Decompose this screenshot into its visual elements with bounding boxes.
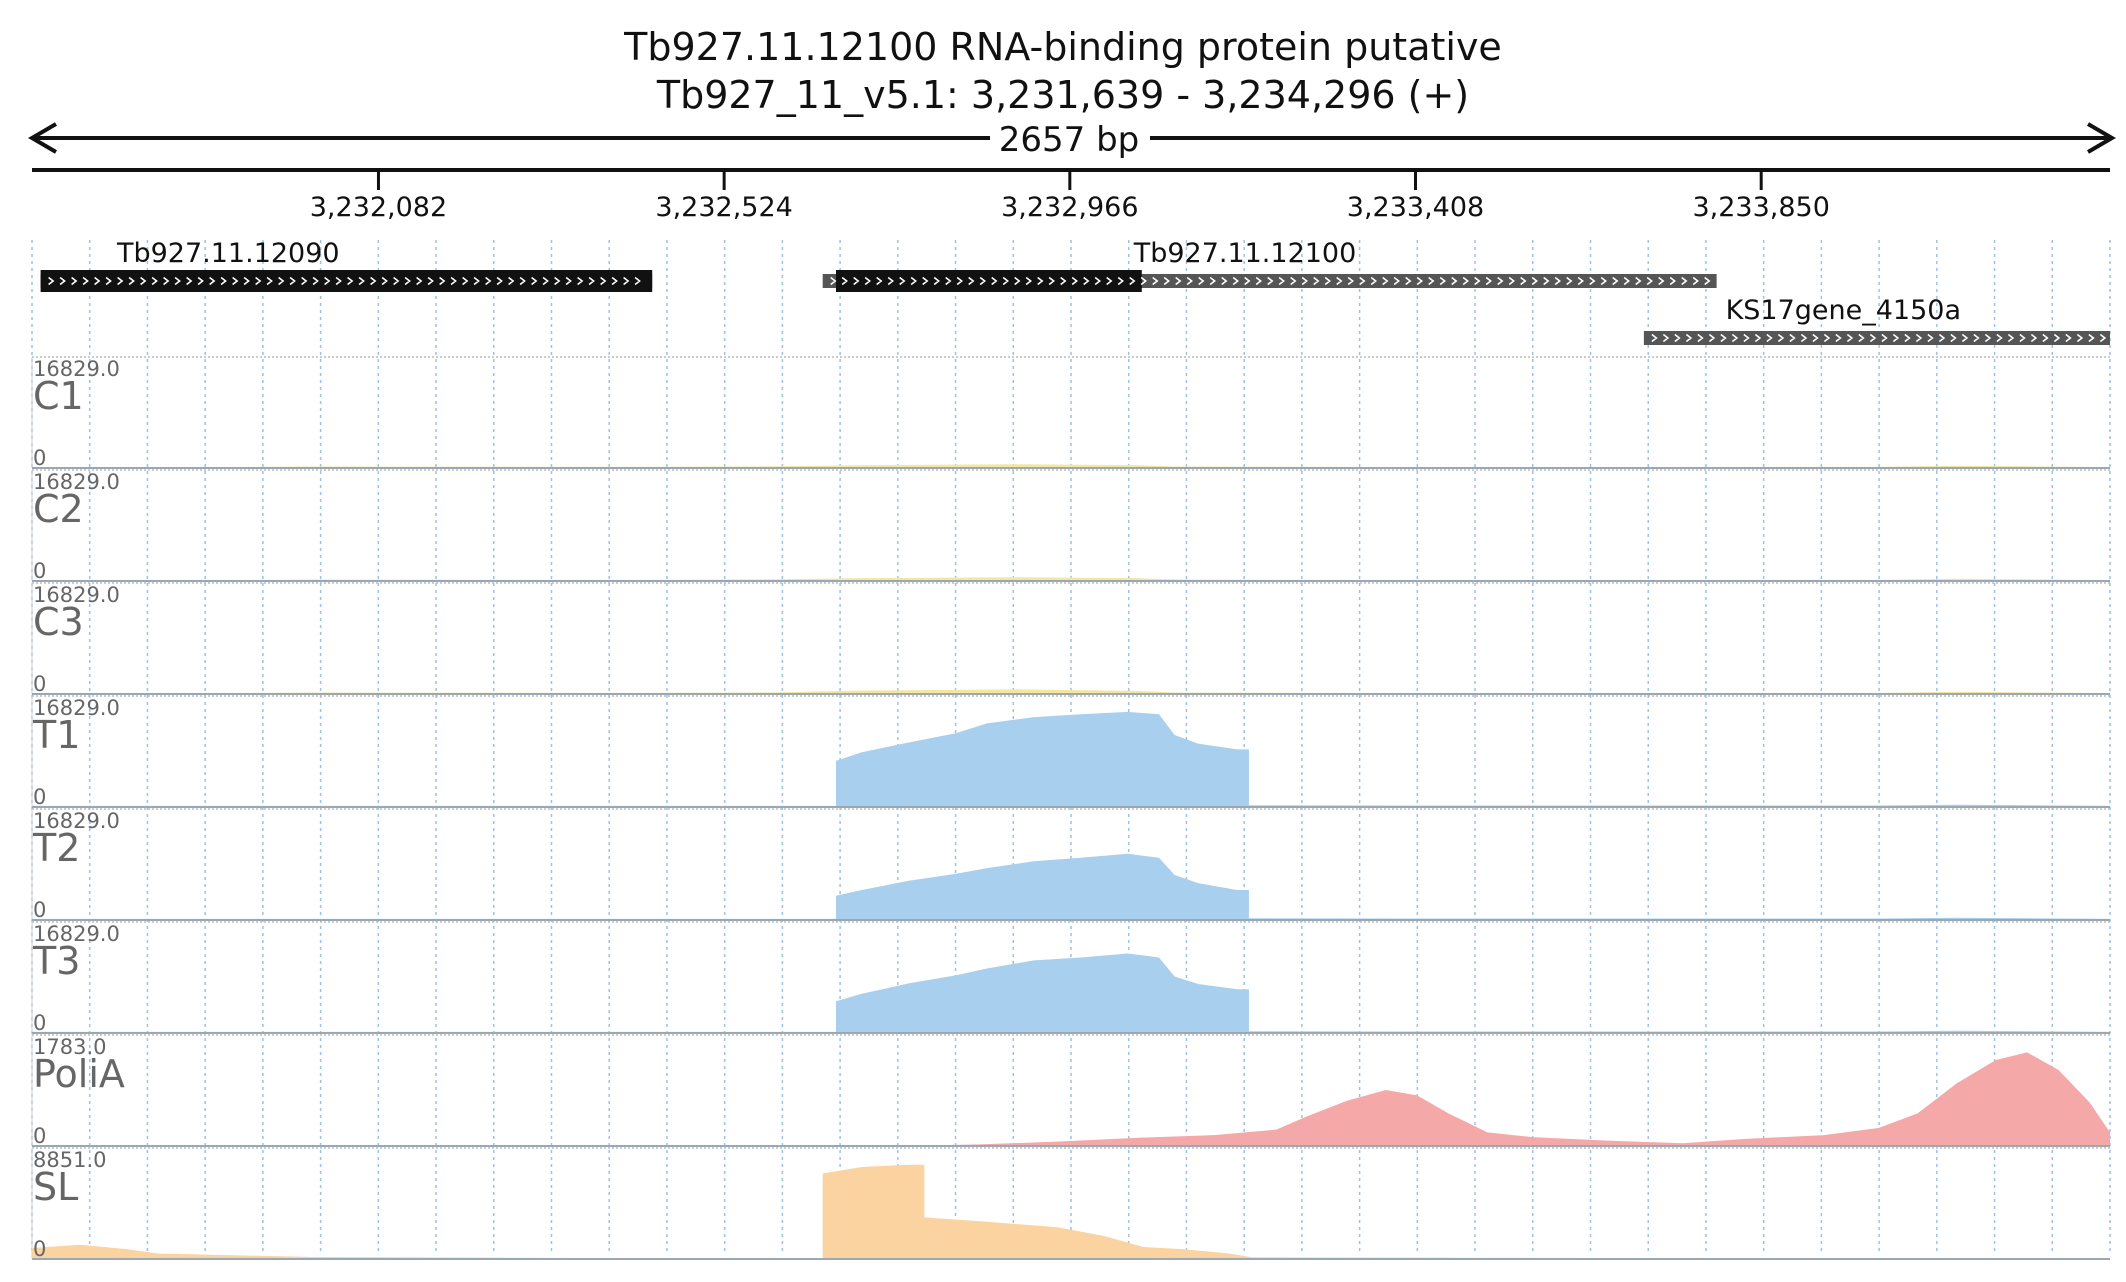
gene-cds-bar	[40, 270, 653, 292]
coverage-area	[32, 953, 2110, 1033]
span-arrow	[28, 122, 2116, 154]
coverage-area	[32, 1164, 2110, 1259]
track-name: T2	[32, 826, 80, 870]
gene-label: Tb927.11.12100	[1133, 238, 1357, 269]
track-max-label: 16829.0	[33, 470, 120, 494]
track-name: C3	[33, 600, 84, 644]
track-zero-label: 0	[33, 559, 46, 583]
track-name: SL	[33, 1165, 78, 1209]
track-max-label: 16829.0	[33, 696, 120, 720]
track-zero-label: 0	[33, 1237, 46, 1261]
track-max-label: 1783.0	[33, 1035, 106, 1059]
track-zero-label: 0	[33, 785, 46, 809]
track-max-label: 16829.0	[33, 357, 120, 381]
gene-label: Tb927.11.12090	[116, 238, 340, 269]
coverage-area	[32, 1052, 2110, 1146]
strand-chevrons	[1651, 333, 2107, 343]
tick-label: 3,232,966	[1001, 192, 1138, 223]
gene-track: Tb927.11.12090 Tb927.11.12100 KS17gene_415…	[40, 238, 2110, 345]
track-max-label: 16829.0	[33, 922, 120, 946]
tick-label: 3,232,524	[655, 192, 792, 223]
track-zero-label: 0	[33, 446, 46, 470]
track-max-label: 16829.0	[33, 583, 120, 607]
track-name: C2	[33, 487, 84, 531]
tick-label: 3,233,850	[1692, 192, 1829, 223]
track-name: C1	[33, 374, 84, 418]
tick-label: 3,233,408	[1347, 192, 1484, 223]
axis-ticks: 3,232,082 3,232,524 3,232,966 3,233,408 3,23…	[310, 170, 1830, 223]
strand-chevrons	[830, 276, 1711, 286]
track-zero-label: 0	[33, 1011, 46, 1035]
track-name: T1	[32, 713, 80, 757]
coverage-area	[32, 689, 2110, 694]
coverage-area	[32, 853, 2110, 920]
track-name: T3	[32, 939, 80, 983]
track-zero-label: 0	[33, 672, 46, 696]
gene-label: KS17gene_4150a	[1726, 295, 1961, 326]
track-name: PoliA	[33, 1052, 125, 1096]
chart-title: Tb927.11.12100 RNA-binding protein putat…	[623, 25, 1502, 69]
coverage-tracks: 16829.0C1016829.0C2016829.0C3016829.0T10…	[31, 356, 2110, 1261]
chart-subtitle: Tb927_11_v5.1: 3,231,639 - 3,234,296 (+)	[656, 73, 1469, 117]
track-zero-label: 0	[33, 1124, 46, 1148]
track-max-label: 8851.0	[33, 1148, 106, 1172]
track-zero-label: 0	[33, 898, 46, 922]
gene-cds-bar	[835, 270, 1142, 292]
span-length-label: 2657 bp	[999, 120, 1140, 160]
track-max-label: 16829.0	[33, 809, 120, 833]
tick-label: 3,232,082	[310, 192, 447, 223]
gene-utr-bar	[1643, 331, 2110, 345]
coverage-area	[32, 711, 2110, 807]
strand-chevrons	[48, 276, 641, 286]
